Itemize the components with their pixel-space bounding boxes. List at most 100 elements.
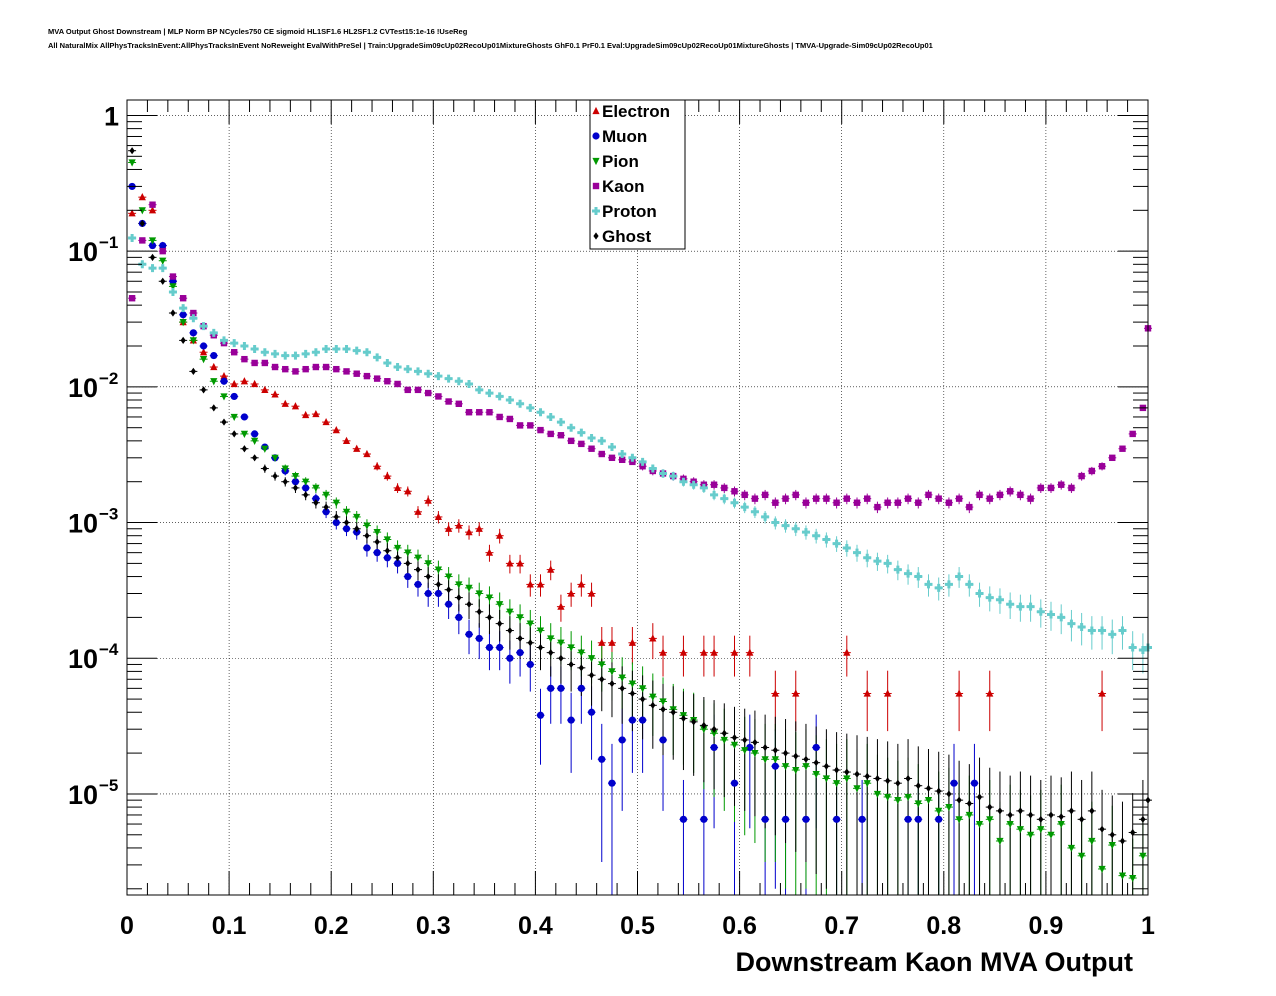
data-point bbox=[691, 718, 697, 726]
data-point bbox=[466, 600, 472, 608]
legend-box bbox=[589, 99, 686, 250]
legend-entry-label: Muon bbox=[602, 127, 647, 146]
data-point bbox=[548, 649, 554, 657]
data-point bbox=[762, 743, 768, 752]
data-point bbox=[271, 349, 280, 358]
data-point bbox=[746, 648, 754, 656]
x-tick-label: 0.8 bbox=[926, 912, 961, 940]
data-point bbox=[148, 206, 157, 214]
data-point bbox=[945, 803, 953, 812]
data-point bbox=[302, 410, 310, 419]
data-point bbox=[598, 661, 606, 669]
data-point bbox=[139, 219, 145, 228]
data-point bbox=[577, 580, 585, 588]
data-point bbox=[486, 409, 493, 416]
data-point bbox=[354, 525, 360, 533]
y-tick-label-base: 10 bbox=[68, 509, 98, 539]
data-point bbox=[558, 654, 564, 662]
data-point bbox=[700, 648, 708, 656]
data-point bbox=[301, 349, 310, 358]
data-point bbox=[465, 379, 474, 388]
data-point bbox=[996, 491, 1004, 499]
data-point bbox=[435, 580, 442, 589]
data-point bbox=[230, 413, 238, 422]
data-point bbox=[231, 349, 238, 356]
x-tick-label: 0.4 bbox=[518, 912, 553, 940]
data-point bbox=[445, 524, 453, 532]
data-point bbox=[333, 513, 339, 521]
data-point bbox=[823, 762, 829, 770]
data-point bbox=[659, 469, 668, 478]
data-point bbox=[128, 295, 136, 302]
data-point bbox=[1047, 831, 1055, 839]
data-point bbox=[414, 554, 422, 562]
data-point bbox=[536, 627, 545, 635]
data-point bbox=[159, 257, 167, 265]
data-point bbox=[455, 581, 463, 589]
legend-entry-label: Proton bbox=[602, 202, 657, 221]
data-point bbox=[210, 351, 218, 360]
data-point bbox=[618, 736, 626, 744]
data-point bbox=[944, 580, 953, 589]
data-point bbox=[701, 721, 707, 729]
data-point bbox=[241, 445, 248, 453]
data-point bbox=[781, 521, 790, 530]
data-point bbox=[373, 549, 381, 557]
data-point bbox=[761, 815, 769, 823]
data-point bbox=[1098, 689, 1106, 697]
data-point bbox=[1109, 454, 1116, 462]
data-point bbox=[608, 454, 616, 462]
y-tick-label-exponent: −2 bbox=[99, 369, 118, 388]
data-point bbox=[975, 589, 984, 598]
data-point bbox=[833, 766, 840, 774]
data-point bbox=[526, 660, 534, 669]
data-point bbox=[383, 536, 391, 544]
data-point bbox=[352, 346, 361, 355]
data-point bbox=[527, 639, 533, 647]
data-point bbox=[159, 241, 167, 250]
data-point bbox=[1027, 495, 1034, 502]
data-point bbox=[465, 584, 473, 592]
data-point bbox=[864, 772, 870, 780]
data-point bbox=[792, 689, 800, 697]
data-point bbox=[190, 309, 197, 317]
data-point bbox=[332, 426, 340, 434]
data-point bbox=[138, 260, 147, 269]
data-point bbox=[822, 535, 831, 544]
data-point bbox=[936, 787, 942, 795]
data-point bbox=[1098, 865, 1106, 874]
data-point bbox=[813, 759, 819, 767]
data-point bbox=[138, 193, 146, 201]
data-point bbox=[323, 503, 329, 511]
data-point bbox=[160, 277, 166, 285]
y-tick-label: 1 bbox=[104, 101, 119, 131]
data-point bbox=[854, 770, 860, 778]
data-point bbox=[750, 507, 759, 516]
data-point bbox=[985, 593, 994, 602]
data-point bbox=[210, 378, 218, 386]
data-point bbox=[945, 499, 953, 506]
data-point bbox=[476, 409, 483, 416]
data-point bbox=[1139, 852, 1147, 860]
data-point bbox=[592, 182, 600, 190]
data-point bbox=[1108, 841, 1116, 850]
data-point bbox=[271, 390, 279, 398]
data-point bbox=[587, 708, 596, 716]
data-point bbox=[1048, 811, 1054, 819]
data-point bbox=[609, 680, 615, 688]
data-point bbox=[311, 348, 320, 357]
data-point bbox=[363, 449, 371, 458]
data-point bbox=[986, 816, 994, 824]
data-point bbox=[251, 437, 259, 445]
data-point bbox=[362, 348, 371, 357]
data-point bbox=[506, 608, 514, 616]
data-point bbox=[456, 593, 462, 602]
data-point bbox=[628, 638, 636, 646]
data-point bbox=[832, 780, 841, 788]
data-point bbox=[792, 491, 799, 499]
data-point bbox=[843, 648, 851, 656]
data-point bbox=[557, 684, 565, 692]
data-point bbox=[1067, 619, 1076, 628]
data-point bbox=[1006, 600, 1015, 609]
data-point bbox=[1138, 646, 1147, 655]
